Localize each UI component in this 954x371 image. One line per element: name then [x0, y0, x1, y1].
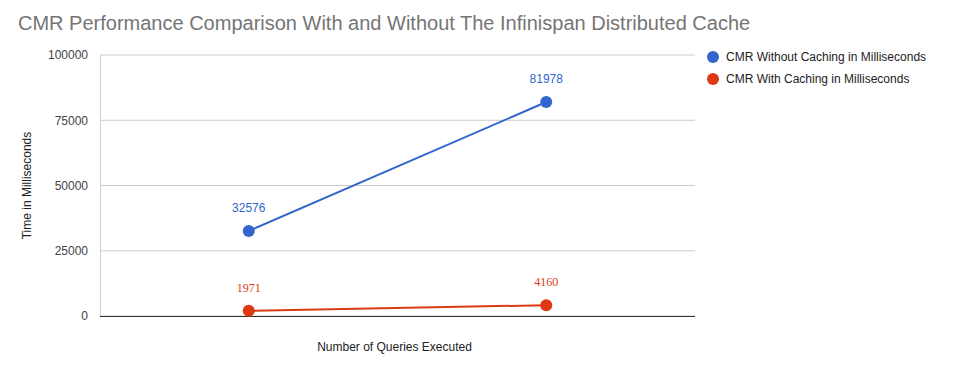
point	[540, 96, 552, 108]
y-tick-label: 50000	[55, 179, 89, 193]
y-axis: 0 25000 50000 75000 100000	[48, 48, 101, 323]
y-axis-line	[100, 56, 101, 317]
y-axis-title: Time in Milliseconds	[20, 132, 34, 240]
legend-item: CMR With Caching in Milliseconds	[707, 72, 909, 86]
data-label: 32576	[232, 201, 266, 215]
legend-label: CMR Without Caching in Milliseconds	[726, 50, 926, 64]
y-tick: 25000	[55, 244, 100, 258]
y-tick-label: 25000	[55, 244, 89, 258]
x-axis-title: Number of Queries Executed	[317, 340, 472, 354]
title: CMR Performance Comparison With and With…	[18, 12, 750, 34]
grid	[100, 55, 695, 316]
legend-label: CMR With Caching in Milliseconds	[726, 72, 909, 86]
y-tick-label: 75000	[55, 114, 89, 128]
grid-line	[100, 55, 695, 56]
legend: CMR Without Caching in Milliseconds CMR W…	[707, 50, 926, 86]
y-tick-label: 0	[81, 309, 88, 323]
grid-line	[100, 316, 695, 317]
y-tick: 100000	[48, 48, 100, 62]
legend-swatch	[707, 51, 719, 63]
point	[540, 299, 552, 311]
y-tick: 50000	[55, 179, 100, 193]
x-axis	[100, 316, 695, 318]
data-label: 1971	[237, 281, 261, 295]
point	[243, 305, 255, 317]
legend-item: CMR Without Caching in Milliseconds	[707, 50, 926, 64]
series-line	[249, 305, 547, 311]
x-axis-line	[100, 316, 695, 317]
grid-line	[100, 250, 695, 251]
data-labels: 32576 81978 1971 4160	[232, 72, 563, 295]
y-tick-label: 100000	[48, 48, 88, 62]
chart: CMR Performance Comparison With and With…	[0, 0, 954, 371]
grid-line	[100, 120, 695, 121]
legend-swatch	[707, 73, 719, 85]
series-line	[249, 102, 547, 231]
plot-area	[243, 96, 553, 317]
y-tick: 0	[81, 309, 100, 323]
y-tick: 75000	[55, 114, 100, 128]
data-label: 81978	[530, 72, 564, 86]
data-label: 4160	[534, 275, 558, 289]
grid-line	[100, 185, 695, 186]
point	[243, 225, 255, 237]
